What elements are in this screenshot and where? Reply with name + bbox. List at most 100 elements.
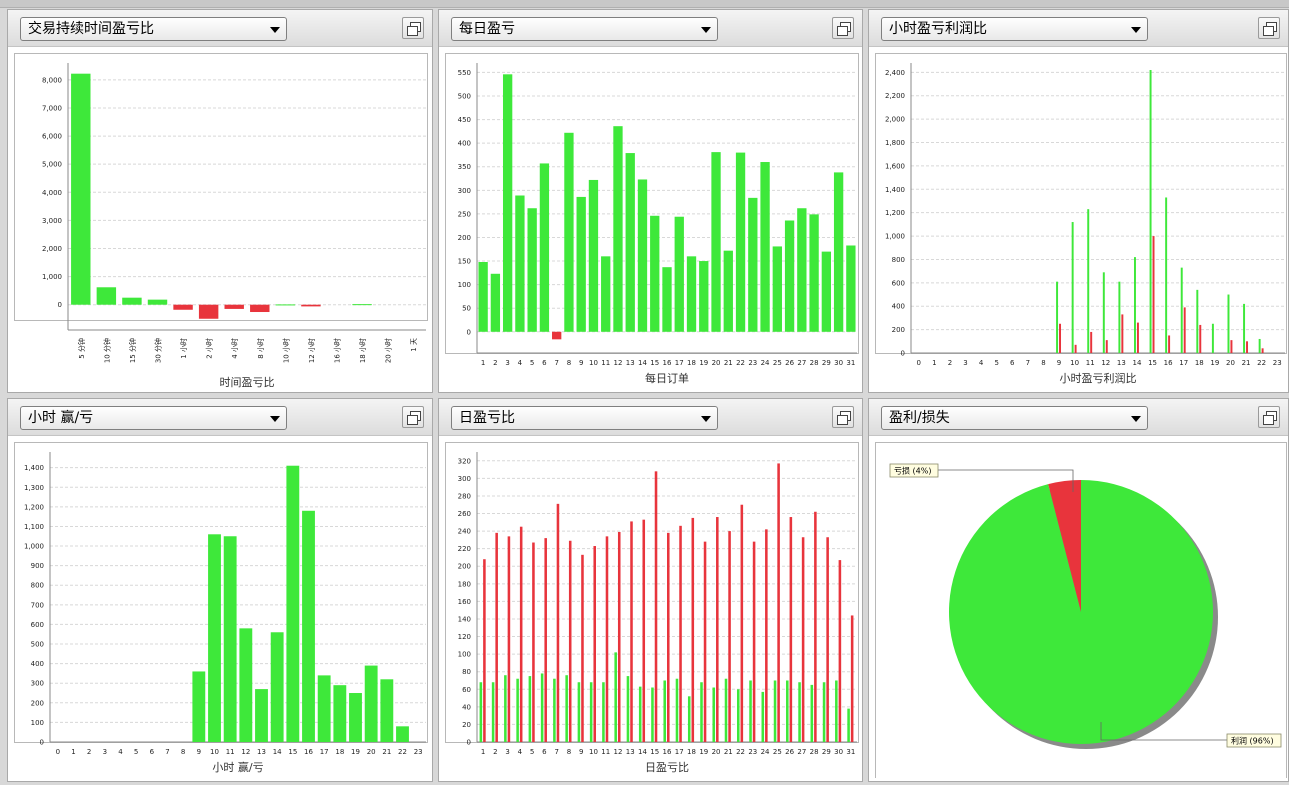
- slice-label: 亏损 (4%): [894, 466, 931, 476]
- chart-type-dropdown[interactable]: 盈利/损失: [881, 406, 1148, 430]
- bar: [173, 304, 193, 310]
- x-tick-label: 15 分钟: [128, 338, 137, 363]
- x-tick-label: 2: [493, 748, 497, 756]
- maximize-button[interactable]: [402, 17, 424, 39]
- bar: [540, 673, 544, 742]
- x-tick-label: 19: [699, 748, 708, 756]
- y-tick-label: 0: [467, 328, 471, 336]
- daily-profit-panel: 每日盈亏 0 50 100 150 200 250 300 350 400 450 500 550 1 2…: [438, 9, 863, 393]
- chevron-down-icon: [270, 416, 280, 422]
- x-tick-label: 26: [785, 748, 794, 756]
- maximize-icon-front: [407, 26, 418, 36]
- x-tick-label: 17: [1179, 359, 1188, 367]
- y-tick-label: 0: [901, 350, 905, 358]
- x-tick-label: 25: [773, 748, 782, 756]
- bar: [504, 675, 507, 742]
- leader-line: [1100, 722, 1227, 741]
- chart-type-dropdown[interactable]: 交易持续时间盈亏比: [20, 17, 287, 41]
- bar: [1121, 314, 1124, 353]
- x-tick-label: 20 小时: [384, 338, 393, 363]
- y-tick-label: 2,200: [885, 92, 905, 100]
- bar: [1165, 197, 1168, 353]
- bar: [556, 503, 560, 742]
- bar: [638, 686, 642, 742]
- bar: [302, 510, 315, 742]
- bar: [568, 540, 572, 742]
- x-tick-label: 1 天: [410, 338, 418, 352]
- x-tick-label: 27: [797, 748, 806, 756]
- x-tick-label: 11: [226, 748, 235, 756]
- y-tick-label: 1,000: [42, 273, 62, 281]
- x-tick-label: 2: [948, 359, 952, 367]
- x-tick-label: 10 小时: [281, 338, 290, 363]
- y-tick-label: 2,000: [885, 116, 905, 124]
- x-tick-label: 17: [675, 359, 684, 367]
- bar: [728, 531, 731, 742]
- x-tick-label: 14: [638, 359, 647, 367]
- x-tick-label: 22: [1257, 359, 1266, 367]
- maximize-button[interactable]: [832, 17, 854, 39]
- y-tick-label: 300: [458, 187, 471, 195]
- x-tick-label: 2 小时: [205, 338, 214, 359]
- x-tick-label: 9: [197, 748, 201, 756]
- x-tick-label: 11: [1086, 359, 1095, 367]
- bar: [491, 682, 495, 742]
- maximize-button[interactable]: [402, 406, 424, 428]
- slice-label: 利润 (96%): [1231, 736, 1274, 746]
- y-tick-label: 500: [31, 641, 44, 649]
- chevron-down-icon: [270, 27, 280, 33]
- chart-type-dropdown[interactable]: 日盈亏比: [451, 406, 718, 430]
- x-tick-label: 8: [567, 748, 571, 756]
- x-tick-label: 31: [846, 359, 855, 367]
- bar: [478, 261, 488, 332]
- y-tick-label: 0: [467, 739, 471, 747]
- bar: [255, 689, 268, 742]
- x-tick-label: 5 分钟: [77, 338, 86, 359]
- bar: [784, 220, 795, 332]
- maximize-icon-front: [407, 415, 418, 425]
- bar: [1243, 303, 1246, 353]
- bar: [532, 542, 535, 742]
- y-tick-label: 900: [31, 562, 44, 570]
- y-tick-label: 60: [462, 686, 471, 694]
- x-tick-label: 20: [367, 748, 376, 756]
- x-tick-label: 30 分钟: [154, 338, 163, 363]
- x-tick-label: 11: [601, 748, 610, 756]
- maximize-button[interactable]: [1258, 406, 1280, 428]
- bar: [613, 126, 623, 332]
- maximize-button[interactable]: [1258, 17, 1280, 39]
- bar: [507, 536, 511, 742]
- y-tick-label: 1,600: [885, 162, 905, 170]
- x-tick-label: 14: [1132, 359, 1141, 367]
- bar: [1149, 70, 1152, 354]
- x-tick-label: 9: [1057, 359, 1061, 367]
- x-tick-label: 10: [1070, 359, 1079, 367]
- y-tick-label: 600: [892, 279, 905, 287]
- x-tick-label: 12: [1101, 359, 1110, 367]
- chart-type-dropdown[interactable]: 每日盈亏: [451, 17, 718, 41]
- maximize-button[interactable]: [832, 406, 854, 428]
- y-tick-label: 500: [458, 93, 471, 101]
- x-tick-label: 20: [712, 359, 721, 367]
- chart-type-dropdown[interactable]: 小时 赢/亏: [20, 406, 287, 430]
- x-tick-label: 26: [785, 359, 794, 367]
- hourly-ratio-panel: 小时盈亏利润比 0 200 400 600 800 1,000 1,200 1,400 1,60…: [868, 9, 1289, 393]
- x-tick-label: 24: [761, 748, 770, 756]
- bar: [502, 74, 513, 332]
- daily-chart: 0 50 100 150 200 250 300 350 400 450 500 550 1 2 3 4 5 6 7…: [445, 53, 859, 389]
- chart-type-dropdown[interactable]: 小时盈亏利润比: [881, 17, 1148, 41]
- bar: [589, 682, 593, 742]
- x-tick-label: 21: [724, 748, 733, 756]
- bar: [223, 536, 237, 742]
- chevron-down-icon: [701, 27, 711, 33]
- hourly-ratio-chart: 0 200 400 600 800 1,000 1,200 1,400 1,600 1,800 2,…: [875, 53, 1287, 389]
- x-tick-label: 1: [932, 359, 936, 367]
- bar: [724, 678, 728, 742]
- bar: [809, 214, 819, 332]
- bar: [528, 676, 532, 742]
- bar: [847, 708, 850, 742]
- bar: [96, 287, 117, 305]
- bar: [674, 216, 684, 332]
- y-tick-label: 20: [462, 721, 471, 729]
- x-tick-label: 13: [1117, 359, 1126, 367]
